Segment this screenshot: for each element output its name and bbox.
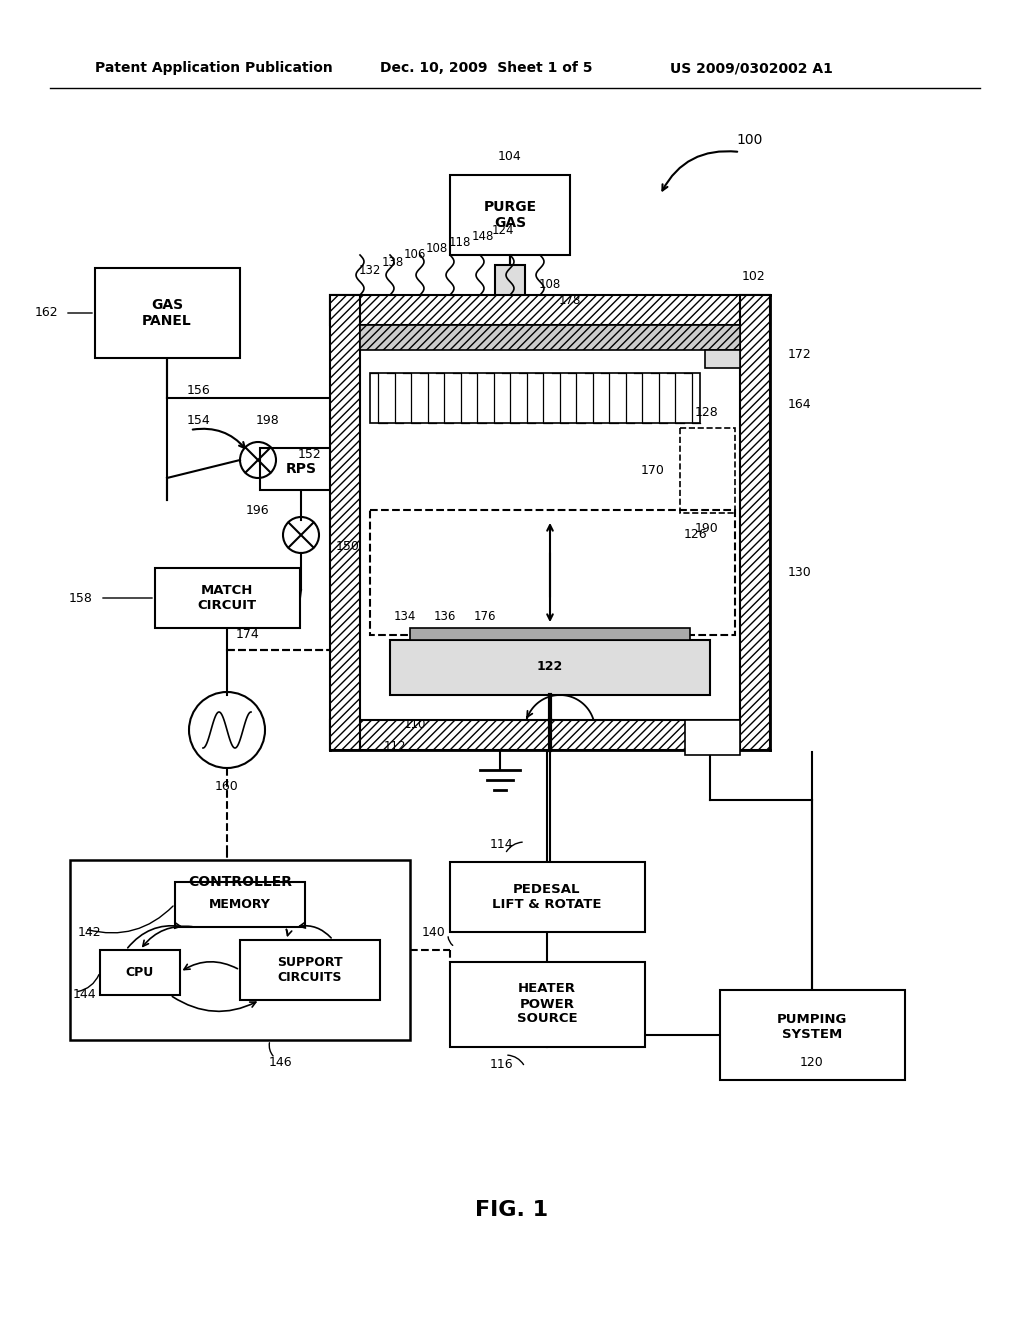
Text: 176: 176: [474, 610, 497, 623]
Text: 178: 178: [559, 293, 582, 306]
Text: 198: 198: [256, 413, 280, 426]
Text: PURGE
GAS: PURGE GAS: [483, 199, 537, 230]
Text: US 2009/0302002 A1: US 2009/0302002 A1: [670, 61, 833, 75]
Text: 148: 148: [472, 230, 495, 243]
Bar: [705, 350, 740, 368]
Text: RPS: RPS: [286, 462, 316, 477]
Bar: [720, 990, 905, 1080]
Bar: [155, 568, 300, 628]
Text: 156: 156: [187, 384, 211, 396]
Text: 150: 150: [336, 540, 359, 553]
Bar: [450, 176, 570, 255]
Bar: [390, 640, 710, 696]
Text: 108: 108: [539, 279, 561, 292]
Bar: [330, 294, 770, 325]
Text: CPU: CPU: [126, 965, 155, 978]
Text: 102: 102: [741, 271, 765, 284]
Text: 108: 108: [426, 242, 449, 255]
Text: 126: 126: [683, 528, 707, 541]
Bar: [330, 719, 770, 750]
Bar: [680, 428, 735, 513]
Bar: [410, 628, 690, 640]
Bar: [740, 294, 770, 750]
Text: 144: 144: [73, 987, 96, 1001]
Text: 154: 154: [187, 413, 211, 426]
Text: MEMORY: MEMORY: [209, 898, 271, 911]
Text: 158: 158: [70, 591, 93, 605]
Text: GAS
PANEL: GAS PANEL: [142, 298, 191, 329]
Text: 134: 134: [394, 610, 416, 623]
Text: 130: 130: [788, 565, 812, 578]
Text: 122: 122: [537, 660, 563, 673]
Bar: [100, 950, 180, 995]
Text: PUMPING
SYSTEM: PUMPING SYSTEM: [777, 1012, 847, 1041]
Bar: [495, 265, 525, 300]
Text: FIG. 1: FIG. 1: [475, 1200, 549, 1220]
Bar: [360, 325, 740, 350]
Text: MATCH
CIRCUIT: MATCH CIRCUIT: [198, 583, 257, 612]
Text: CONTROLLER: CONTROLLER: [188, 875, 292, 888]
Bar: [240, 940, 380, 1001]
Text: 160: 160: [215, 780, 239, 792]
Text: 190: 190: [695, 521, 719, 535]
Text: 104: 104: [498, 150, 522, 164]
Text: 172: 172: [788, 348, 812, 362]
Text: 170: 170: [641, 463, 665, 477]
Text: 112: 112: [384, 741, 407, 754]
Bar: [370, 510, 735, 635]
Bar: [330, 294, 360, 750]
Text: 124: 124: [492, 223, 514, 236]
Text: 162: 162: [35, 306, 58, 319]
Bar: [175, 882, 305, 927]
Text: PEDESAL
LIFT & ROTATE: PEDESAL LIFT & ROTATE: [493, 883, 602, 911]
Text: 110: 110: [403, 718, 426, 731]
Bar: [685, 719, 740, 755]
Text: 132: 132: [358, 264, 381, 276]
Text: 128: 128: [695, 407, 719, 420]
Text: 174: 174: [237, 628, 260, 642]
Text: 120: 120: [800, 1056, 824, 1068]
Bar: [450, 962, 645, 1047]
Text: Patent Application Publication: Patent Application Publication: [95, 61, 333, 75]
Text: HEATER
POWER
SOURCE: HEATER POWER SOURCE: [517, 982, 578, 1026]
Text: 142: 142: [78, 925, 101, 939]
Bar: [370, 374, 700, 422]
Text: 196: 196: [246, 503, 269, 516]
Bar: [260, 447, 342, 490]
Text: 118: 118: [449, 235, 471, 248]
Bar: [70, 861, 410, 1040]
Bar: [450, 862, 645, 932]
Bar: [360, 325, 740, 719]
Text: SUPPORT
CIRCUITS: SUPPORT CIRCUITS: [278, 956, 343, 983]
Text: 152: 152: [298, 447, 322, 461]
Text: 140: 140: [421, 925, 445, 939]
Text: 106: 106: [403, 248, 426, 261]
Text: 116: 116: [490, 1059, 514, 1072]
Text: 100: 100: [737, 133, 763, 147]
Text: 138: 138: [382, 256, 404, 268]
Text: 136: 136: [434, 610, 456, 623]
Text: Dec. 10, 2009  Sheet 1 of 5: Dec. 10, 2009 Sheet 1 of 5: [380, 61, 593, 75]
Text: 146: 146: [268, 1056, 292, 1068]
Text: 114: 114: [490, 837, 514, 850]
Bar: [95, 268, 240, 358]
Text: 164: 164: [788, 399, 812, 412]
